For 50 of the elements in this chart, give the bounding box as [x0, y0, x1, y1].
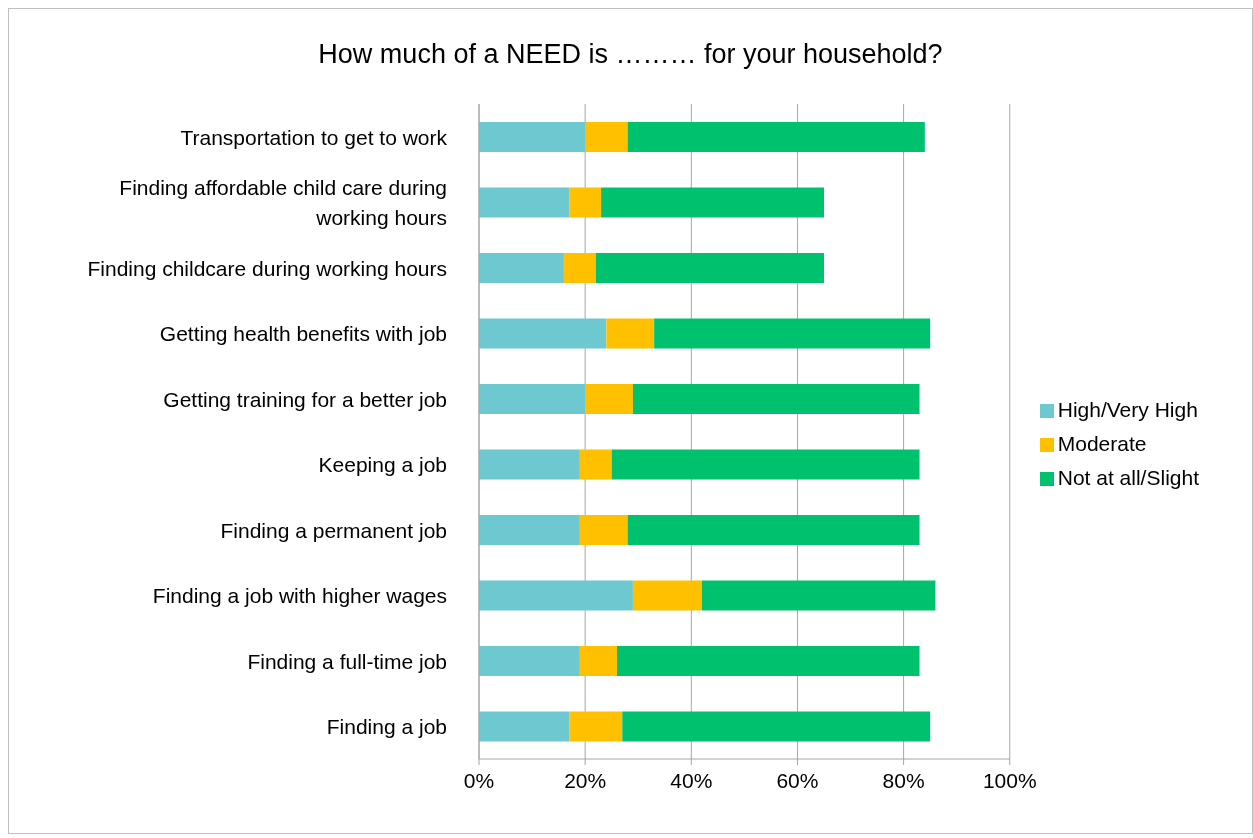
bar	[479, 646, 580, 676]
bar	[479, 187, 570, 218]
bar	[479, 384, 586, 414]
y-tick-label: Finding a job with higher wages	[152, 583, 447, 607]
y-tick-label: Keeping a job	[318, 452, 447, 476]
legend-label: Moderate	[1057, 432, 1147, 455]
bar	[606, 318, 655, 349]
legend-label: Not at all/Slight	[1057, 466, 1199, 489]
bar	[585, 122, 628, 152]
y-tick-label: Finding childcare during working hours	[87, 256, 447, 280]
bar	[601, 187, 824, 218]
bar	[479, 253, 564, 283]
legend-label: High/Very High	[1057, 398, 1198, 421]
x-tick-label: 0%	[463, 768, 495, 792]
x-tick-label: 20%	[564, 768, 607, 792]
bar	[479, 711, 570, 742]
y-tick-label: Getting health benefits with job	[159, 321, 447, 345]
chart-title: How much of a NEED is ……… for your household?	[317, 38, 944, 69]
y-tick-label: Finding affordable child care during working hours	[119, 175, 447, 229]
bar	[632, 384, 920, 414]
y-tick-label: Finding a permanent job	[220, 518, 447, 542]
bar	[479, 122, 586, 152]
bar	[579, 646, 617, 676]
bar	[627, 515, 920, 545]
x-tick-label: 60%	[776, 768, 819, 792]
bar	[569, 187, 602, 218]
bar	[701, 580, 936, 611]
y-tick-label: Getting training for a better job	[163, 387, 447, 411]
y-tick-label: Transportation to get to work	[180, 125, 448, 149]
bar	[595, 253, 824, 283]
bar	[611, 449, 920, 480]
bar	[479, 318, 607, 349]
x-tick-label: 100%	[982, 768, 1037, 792]
x-tick-label: 40%	[670, 768, 713, 792]
bar	[585, 384, 633, 414]
bar	[654, 318, 931, 349]
y-tick-label: Finding a full-time job	[247, 649, 447, 673]
bar	[563, 253, 596, 283]
bar	[632, 580, 702, 611]
bar	[617, 646, 920, 676]
bar	[579, 449, 612, 480]
bar	[579, 515, 628, 545]
bar	[622, 711, 931, 742]
bar	[627, 122, 925, 152]
bar	[479, 515, 580, 545]
y-tick-label: Finding a job	[326, 714, 447, 738]
bar	[479, 580, 633, 611]
bar	[569, 711, 623, 742]
bar	[479, 449, 580, 480]
x-tick-label: 80%	[882, 768, 925, 792]
